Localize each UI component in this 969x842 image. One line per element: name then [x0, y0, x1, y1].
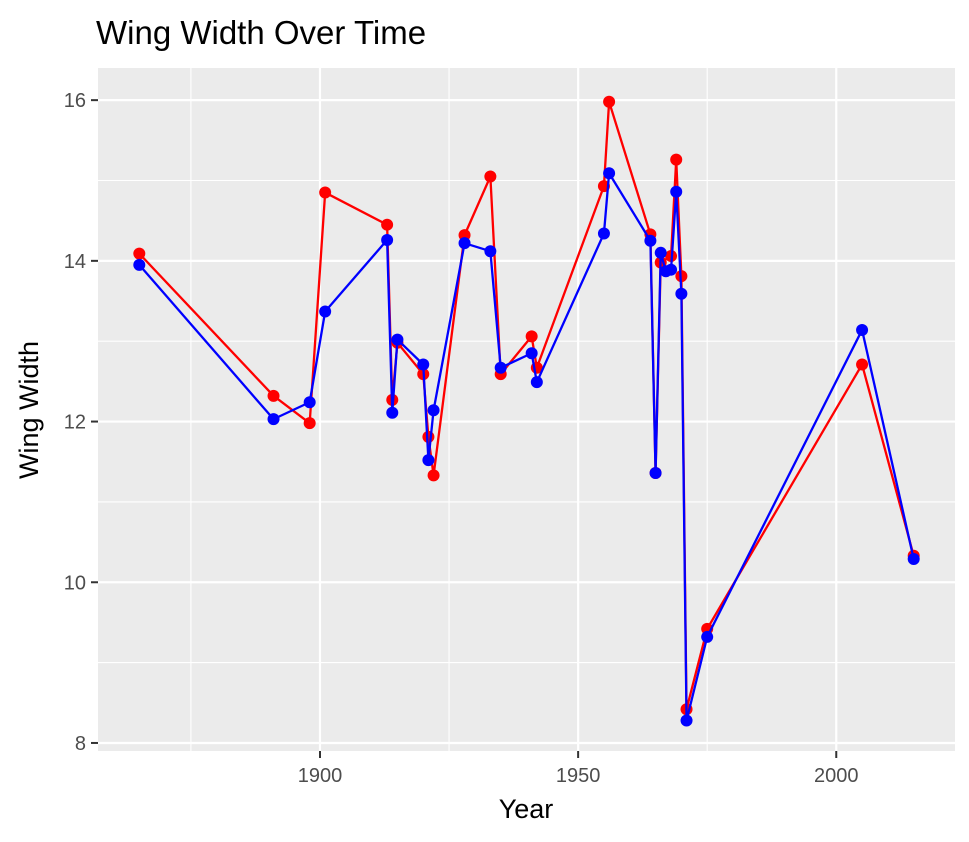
y-tick-label: 16: [64, 90, 86, 112]
data-point: [381, 218, 394, 231]
series-layer: [133, 95, 920, 727]
data-point: [530, 376, 543, 389]
data-point: [680, 714, 693, 727]
data-point: [319, 186, 332, 199]
data-point: [427, 469, 440, 482]
data-point: [319, 305, 332, 318]
data-point: [458, 237, 471, 250]
x-tick-label: 2000: [814, 765, 859, 787]
y-tick-label: 10: [64, 572, 86, 594]
y-tick-label: 8: [75, 733, 86, 755]
data-point: [267, 389, 280, 402]
data-point: [484, 245, 497, 258]
data-point: [603, 167, 616, 180]
data-point: [303, 417, 316, 430]
y-axis-title: Wing Width: [14, 341, 44, 479]
data-point: [494, 361, 507, 374]
data-point: [386, 406, 399, 419]
x-axis: 1900 1950 2000: [298, 751, 859, 787]
data-point: [422, 454, 435, 467]
data-point: [133, 247, 146, 260]
x-tick-label: 1950: [556, 765, 601, 787]
y-tick-label: 14: [64, 251, 86, 273]
data-point: [907, 552, 920, 565]
data-point: [670, 185, 683, 198]
data-point: [670, 153, 683, 166]
data-point: [303, 396, 316, 409]
plot-panel: [98, 68, 955, 751]
data-point: [665, 263, 678, 276]
data-point: [484, 170, 497, 183]
grid-major: [98, 68, 955, 751]
data-point: [381, 233, 394, 246]
data-point: [597, 227, 610, 240]
data-point: [391, 333, 404, 346]
x-axis-title: Year: [499, 794, 554, 824]
data-point: [267, 413, 280, 426]
data-point: [654, 246, 667, 259]
series-2: [133, 167, 920, 727]
data-point: [675, 287, 688, 300]
data-point: [603, 95, 616, 108]
data-point: [856, 358, 869, 371]
series-line: [138, 172, 915, 722]
chart-title: Wing Width Over Time: [96, 14, 426, 51]
data-point: [525, 330, 538, 343]
y-tick-label: 12: [64, 412, 86, 434]
data-point: [649, 466, 662, 479]
data-point: [856, 323, 869, 336]
x-tick-label: 1900: [298, 765, 343, 787]
y-axis: 8 10 12 14 16: [64, 90, 98, 755]
data-point: [427, 404, 440, 417]
data-point: [525, 347, 538, 360]
data-point: [133, 258, 146, 271]
data-point: [417, 358, 430, 371]
data-point: [701, 630, 714, 643]
data-point: [644, 234, 657, 247]
